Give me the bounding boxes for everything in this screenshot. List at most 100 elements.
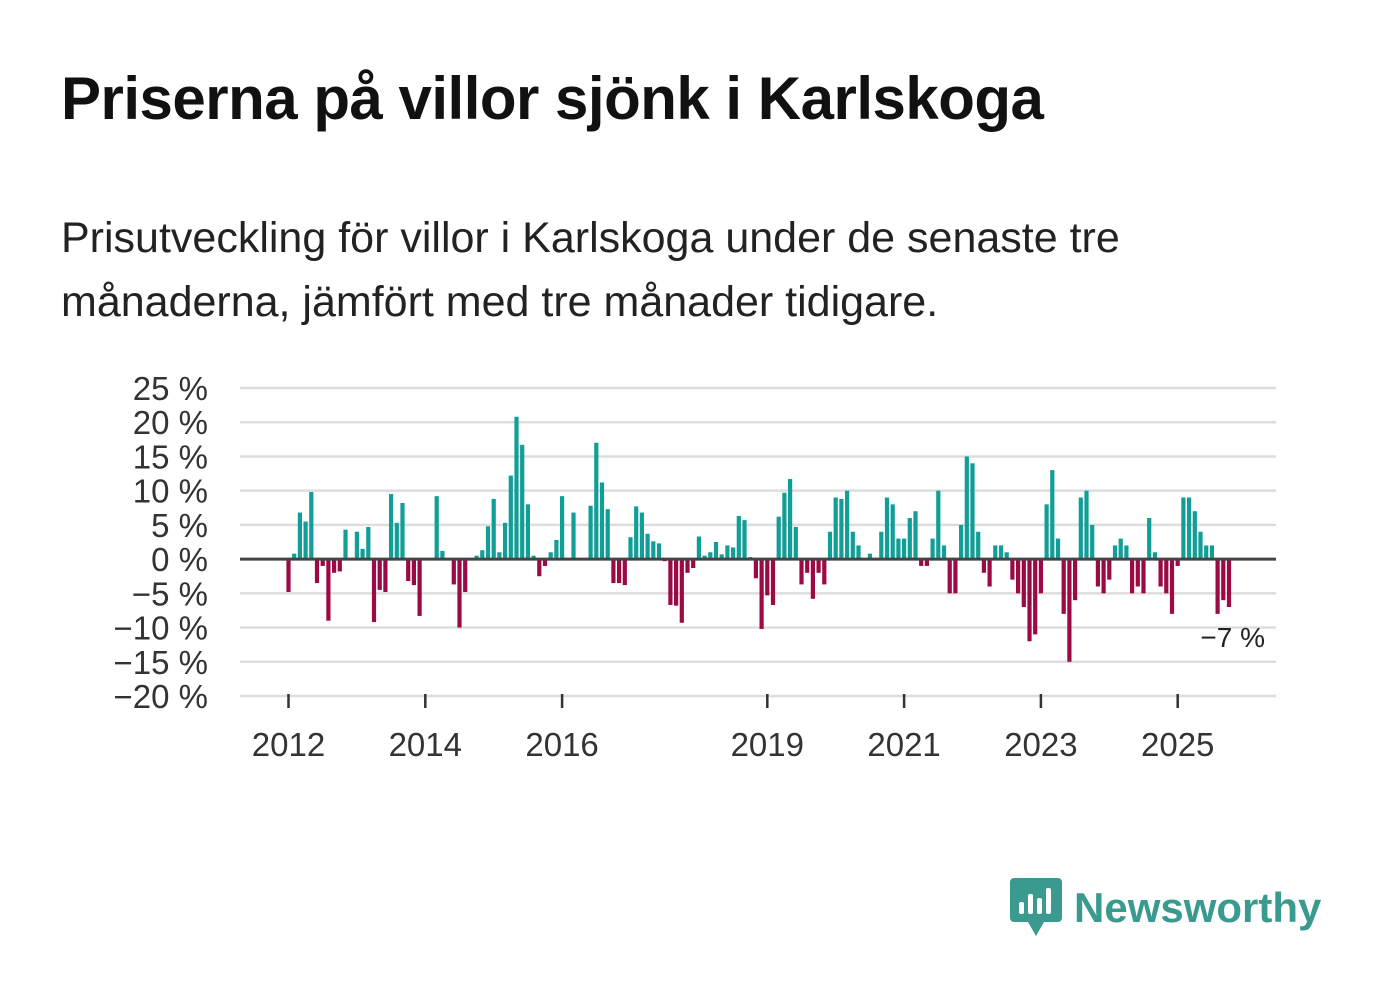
bar — [497, 552, 502, 560]
value-annotation: −7 % — [1200, 622, 1265, 653]
bar — [1164, 559, 1169, 594]
bar — [451, 559, 456, 585]
x-tick-label: 2012 — [252, 726, 325, 763]
x-tick-label: 2023 — [1004, 726, 1077, 763]
bar — [645, 533, 650, 560]
bar — [896, 538, 901, 560]
bar — [668, 559, 673, 605]
x-tick-label: 2025 — [1141, 726, 1214, 763]
bar — [1118, 538, 1123, 560]
x-tick-label: 2021 — [867, 726, 940, 763]
bar — [383, 559, 388, 592]
bar — [309, 492, 314, 560]
bar — [1050, 470, 1055, 560]
bar — [1073, 559, 1078, 601]
bar — [993, 545, 998, 560]
bar — [998, 545, 1004, 560]
y-tick-label: −20 % — [114, 678, 209, 715]
bar — [913, 511, 918, 560]
bar — [845, 490, 850, 560]
bar — [702, 555, 707, 560]
bar — [953, 559, 958, 594]
bar — [514, 416, 519, 560]
bar — [611, 559, 616, 584]
bar — [554, 539, 559, 560]
y-tick-label: 20 % — [133, 404, 208, 441]
bar — [736, 515, 741, 560]
bar — [343, 529, 348, 560]
bar — [816, 559, 821, 573]
bar — [1067, 559, 1072, 662]
bar — [531, 555, 536, 560]
newsworthy-logo-icon — [1010, 878, 1062, 936]
bar — [360, 548, 365, 560]
y-tick-label: 15 % — [133, 438, 208, 475]
y-tick-label: 0 % — [151, 541, 208, 578]
bar — [1181, 497, 1186, 560]
bar — [303, 521, 308, 560]
bar — [588, 505, 593, 560]
bar — [725, 545, 730, 560]
bar — [520, 444, 525, 560]
bar — [742, 520, 747, 560]
y-tick-label: −15 % — [114, 644, 209, 681]
bar — [560, 496, 565, 560]
brand-name: Newsworthy — [1074, 884, 1322, 931]
bar — [890, 504, 895, 560]
bar — [463, 559, 468, 592]
bar — [1215, 559, 1220, 614]
bar — [480, 550, 485, 560]
bar — [1107, 559, 1112, 580]
bar — [656, 543, 662, 560]
bar — [810, 559, 815, 599]
bar — [1141, 559, 1146, 594]
bar — [337, 559, 342, 572]
bar — [1187, 497, 1192, 560]
bar — [691, 559, 696, 569]
bar — [753, 559, 758, 579]
bar — [1124, 545, 1129, 560]
bar — [542, 559, 548, 566]
bar — [1226, 559, 1232, 608]
bar — [1021, 559, 1026, 608]
bar — [474, 555, 479, 560]
y-tick-label: 5 % — [151, 507, 208, 544]
bar — [1147, 518, 1152, 560]
bar — [389, 494, 394, 560]
bar — [639, 512, 644, 560]
bar — [440, 550, 445, 560]
bar — [1016, 559, 1021, 594]
bar — [947, 559, 952, 594]
bar — [622, 559, 627, 586]
bar — [525, 504, 530, 560]
bar — [765, 559, 770, 596]
bar — [485, 526, 491, 560]
bar — [839, 498, 844, 560]
bar — [1209, 545, 1214, 560]
bar — [371, 559, 377, 623]
bar — [354, 531, 359, 560]
bar — [617, 559, 622, 584]
bar — [1198, 531, 1203, 560]
bar — [1095, 559, 1100, 587]
bar — [314, 559, 320, 584]
bar — [782, 492, 787, 560]
bar — [571, 512, 576, 560]
bar — [1004, 552, 1009, 560]
bar — [970, 463, 975, 560]
bar — [394, 522, 399, 560]
bar — [417, 559, 422, 616]
bar — [1112, 545, 1118, 560]
bar — [685, 559, 690, 573]
bar — [679, 559, 684, 623]
bar — [1061, 559, 1066, 614]
bar — [793, 526, 798, 560]
bar — [850, 531, 855, 560]
bar — [434, 496, 439, 560]
bar — [981, 559, 986, 573]
x-tick-label: 2016 — [525, 726, 598, 763]
bar — [713, 542, 719, 560]
bar — [1130, 559, 1135, 594]
y-tick-label: −10 % — [114, 610, 209, 647]
bars — [286, 416, 1232, 662]
